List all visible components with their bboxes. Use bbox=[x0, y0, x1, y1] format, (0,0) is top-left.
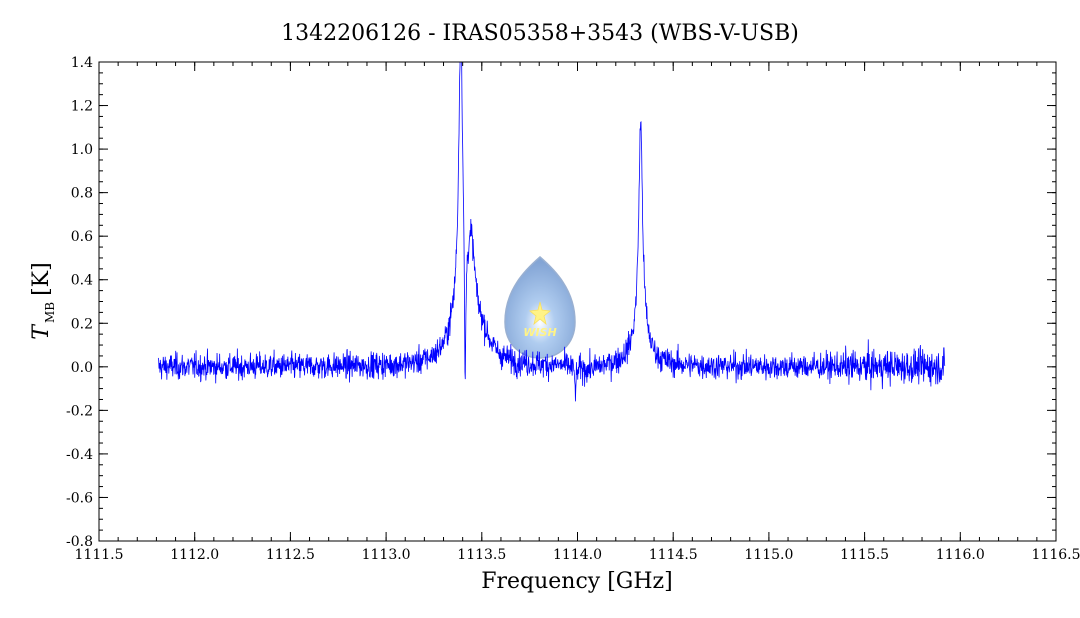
y-axis-label-subscript: MB bbox=[43, 302, 57, 323]
y-tick-label: 0.4 bbox=[71, 273, 93, 289]
y-tick-label: 0.2 bbox=[71, 316, 93, 332]
x-tick-label: 1114.0 bbox=[553, 547, 602, 563]
y-axis-label-unit: [K] bbox=[29, 262, 54, 296]
wish-logo: WISH bbox=[504, 256, 576, 359]
y-tick-label: 1.4 bbox=[71, 55, 93, 71]
y-tick-label: -0.2 bbox=[66, 403, 93, 419]
y-tick-label: -0.6 bbox=[66, 490, 93, 506]
chart-title: 1342206126 - IRAS05358+3543 (WBS-V-USB) bbox=[281, 21, 799, 46]
wish-logo-text: WISH bbox=[523, 326, 556, 339]
y-tick-label: 1.2 bbox=[71, 99, 93, 115]
y-axis-label-symbol: T bbox=[29, 323, 54, 340]
x-tick-label: 1112.0 bbox=[170, 547, 219, 563]
series-layer bbox=[157, 62, 946, 402]
y-tick-label: -0.4 bbox=[66, 447, 93, 463]
x-tick-label: 1115.5 bbox=[840, 547, 889, 563]
y-axis: -0.8 -0.6 -0.4 -0.2 0.0 0.2 0.4 0.6 0.8 1.0 1.2 1.4 bbox=[66, 55, 1056, 550]
y-axis-label: TMB [K] bbox=[29, 262, 57, 339]
x-tick-label: 1114.5 bbox=[649, 547, 698, 563]
plot-frame bbox=[98, 61, 1057, 542]
y-tick-label: 0.0 bbox=[71, 360, 93, 376]
y-tick-label: 0.6 bbox=[71, 229, 93, 245]
x-tick-label: 1112.5 bbox=[266, 547, 315, 563]
x-tick-label: 1113.5 bbox=[457, 547, 506, 563]
x-tick-label: 1116.5 bbox=[1032, 547, 1080, 563]
x-axis: 1111.5 1112.0 1112.5 1113.0 1113.5 1114.0 1114… bbox=[75, 62, 1080, 563]
x-tick-label: 1116.0 bbox=[936, 547, 985, 563]
x-tick-label: 1111.5 bbox=[75, 547, 124, 563]
y-tick-label: 0.8 bbox=[71, 186, 93, 202]
spectrum-line bbox=[157, 62, 946, 402]
x-tick-label: 1115.0 bbox=[744, 547, 793, 563]
x-axis-label: Frequency [GHz] bbox=[481, 569, 673, 594]
y-tick-label: -0.8 bbox=[66, 534, 93, 550]
wish-star-icon bbox=[529, 301, 551, 326]
y-tick-label: 1.0 bbox=[71, 142, 93, 158]
x-tick-label: 1113.0 bbox=[362, 547, 411, 563]
